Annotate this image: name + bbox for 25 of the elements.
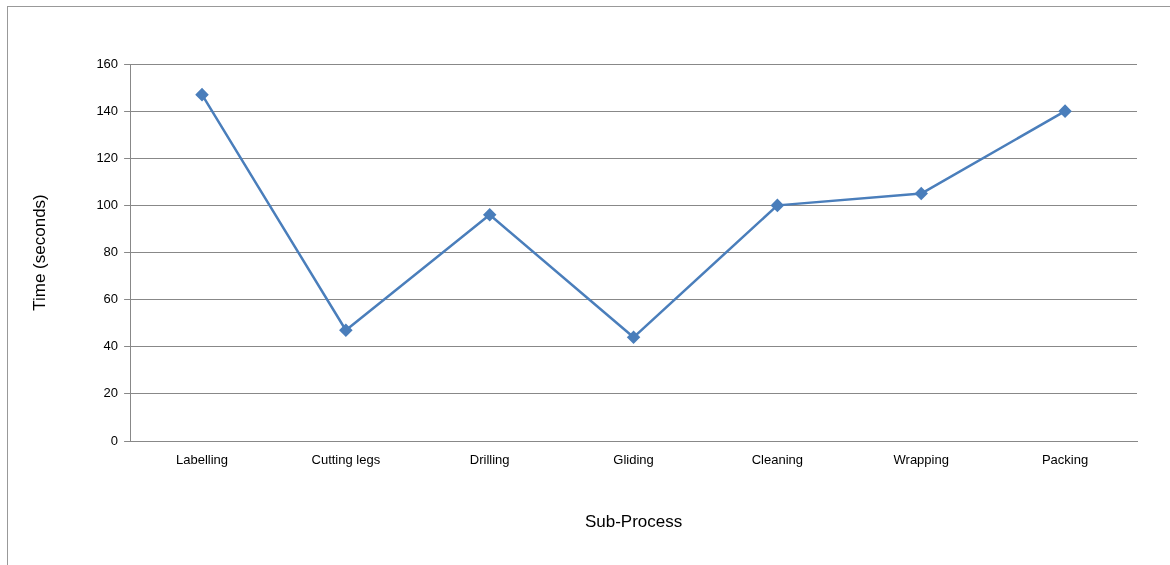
y-tick-label: 20 bbox=[103, 385, 119, 401]
x-tick-label: Drilling bbox=[469, 452, 510, 468]
x-tick-label: Wrapping bbox=[893, 452, 949, 468]
y-tick-label: 160 bbox=[96, 55, 119, 71]
point bbox=[914, 187, 928, 200]
y-tick-label: 80 bbox=[103, 244, 119, 260]
x-tick-label: Labelling bbox=[175, 452, 229, 468]
point bbox=[771, 199, 784, 212]
point bbox=[339, 324, 353, 337]
y-tick-label: 140 bbox=[96, 102, 119, 118]
point bbox=[627, 331, 640, 344]
y-axis-title: Time (seconds) bbox=[29, 194, 49, 311]
point bbox=[1058, 104, 1072, 118]
x-tick-label: Packing bbox=[1041, 452, 1089, 468]
x-axis-title: Sub-Process bbox=[584, 512, 683, 532]
y-tick-label: 100 bbox=[96, 196, 119, 212]
x-tick-label: Cutting legs bbox=[311, 452, 381, 468]
x-tick-label: Cleaning bbox=[751, 452, 804, 468]
point bbox=[195, 88, 209, 101]
x-tick-label: Gliding bbox=[613, 452, 654, 468]
point bbox=[483, 208, 496, 222]
y-tick-label: 120 bbox=[96, 149, 119, 165]
y-tick-label: 60 bbox=[103, 291, 119, 307]
y-tick-label: 0 bbox=[110, 432, 119, 448]
y-tick-label: 40 bbox=[103, 338, 119, 354]
